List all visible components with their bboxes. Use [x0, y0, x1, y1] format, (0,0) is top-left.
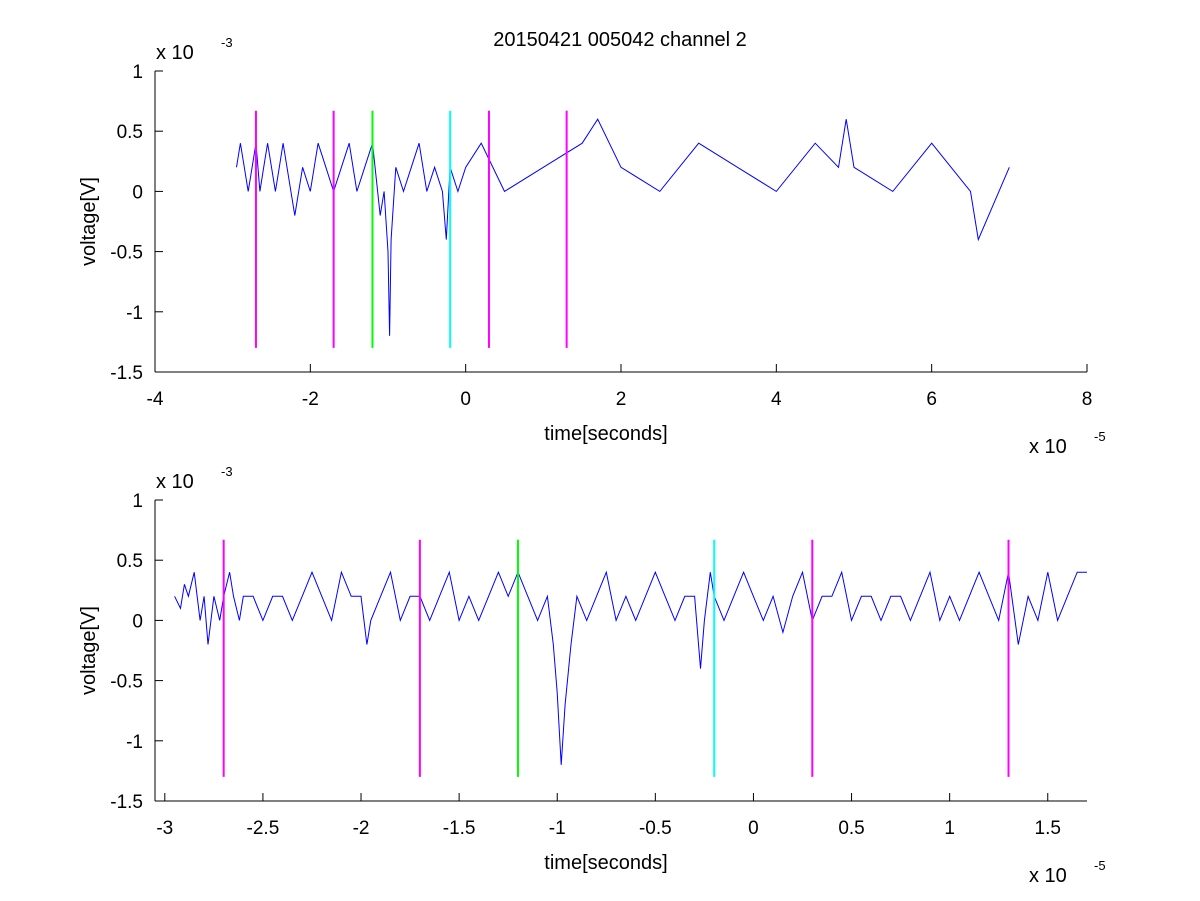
x-tick-label: 0.5 [838, 818, 864, 839]
x-tick-label: 8 [1082, 389, 1093, 410]
x-multiplier-exponent: -5 [1094, 429, 1106, 444]
x-tick-label: 2 [616, 389, 627, 410]
y-tick-label: 1 [132, 62, 143, 83]
y-multiplier: x 10 [156, 471, 194, 493]
y-axis-label: voltage[V] [78, 177, 100, 266]
x-tick-label: -2 [302, 389, 319, 410]
y-tick-label: -1.5 [110, 792, 143, 813]
figure-title: 20150421 005042 channel 2 [493, 29, 747, 51]
x-tick-label: 1.5 [1035, 818, 1061, 839]
y-tick-label: 0 [132, 182, 143, 203]
x-axis-label: time[seconds] [544, 423, 667, 445]
y-tick-label: 0.5 [117, 551, 143, 572]
y-multiplier-exponent: -3 [221, 35, 233, 50]
x-tick-label: -2 [353, 818, 370, 839]
y-axis-label: voltage[V] [78, 606, 100, 695]
x-tick-label: -3 [156, 818, 173, 839]
x-tick-label: -2.5 [247, 818, 280, 839]
y-multiplier-exponent: -3 [221, 464, 233, 479]
x-tick-label: 0 [460, 389, 471, 410]
x-multiplier: x 10 [1029, 865, 1067, 887]
x-tick-label: -4 [147, 389, 164, 410]
signal-line [174, 570, 1087, 765]
signal-line [236, 118, 1010, 336]
y-tick-label: -1.5 [110, 363, 143, 384]
x-tick-label: 4 [771, 389, 782, 410]
bottom-axes: -3 -2.5 -2 -1.5 -1 -0.5 0 0.5 1 1.5 -1.5 -1 -0.5 0 0.5… [78, 464, 1106, 887]
x-tick-label: 6 [926, 389, 937, 410]
y-tick-label: 0.5 [117, 122, 143, 143]
y-tick-label: -0.5 [110, 672, 143, 693]
y-tick-label: -1 [126, 732, 143, 753]
y-tick-label: -1 [126, 303, 143, 324]
y-multiplier: x 10 [156, 42, 194, 64]
y-tick-label: -0.5 [110, 243, 143, 264]
x-tick-label: -1 [549, 818, 566, 839]
x-tick-label: -0.5 [639, 818, 672, 839]
y-tick-label: 0 [132, 611, 143, 632]
x-tick-label: -1.5 [443, 818, 476, 839]
y-tick-label: 1 [132, 491, 143, 512]
x-multiplier: x 10 [1029, 436, 1067, 458]
x-multiplier-exponent: -5 [1094, 858, 1106, 873]
x-tick-label: 1 [944, 818, 955, 839]
x-axis-label: time[seconds] [544, 852, 667, 874]
top-axes: -4 -2 0 2 4 6 8 -1.5 -1 -0.5 0 0.5 1 time[seconds] vol… [78, 35, 1106, 458]
x-tick-label: 0 [748, 818, 759, 839]
